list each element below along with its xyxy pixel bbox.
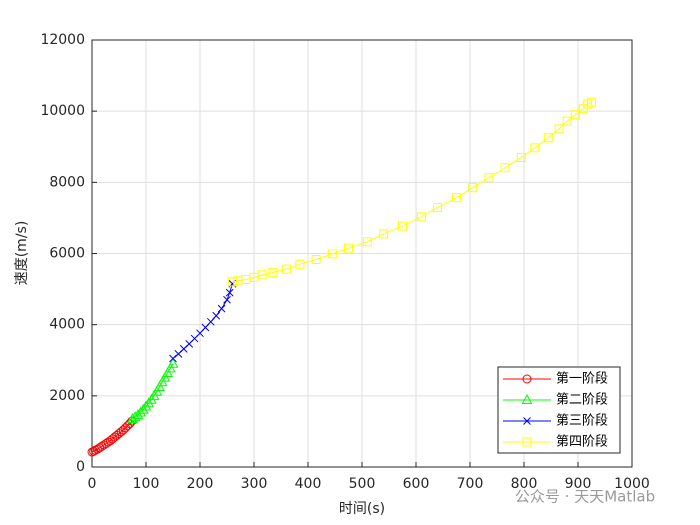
data-point: [362, 237, 372, 247]
data-point: [562, 116, 572, 126]
x-tick-label: 900: [565, 476, 592, 492]
x-tick-label: 400: [295, 476, 322, 492]
y-axis-label: 速度(m/s): [14, 221, 30, 286]
data-point: [268, 267, 278, 277]
plot-frame: [91, 39, 633, 468]
data-point: [311, 255, 321, 265]
y-tick-label: 6000: [49, 246, 85, 262]
data-point: [327, 249, 337, 259]
x-tick-label: 800: [511, 476, 538, 492]
data-point: [137, 403, 149, 414]
legend-marker: [522, 374, 532, 384]
x-tick-label: 0: [88, 476, 97, 492]
y-tick-label: 0: [76, 459, 85, 475]
y-tick-label: 10000: [40, 103, 85, 119]
x-tick-label: 1000: [614, 476, 650, 492]
y-tick-label: 12000: [40, 32, 85, 48]
data-point: [530, 143, 540, 153]
y-tick-label: 4000: [49, 317, 85, 333]
data-point: [468, 183, 478, 193]
data-point: [433, 203, 443, 213]
data-point: [90, 445, 100, 455]
data-point: [416, 212, 426, 222]
data-point: [344, 243, 353, 253]
data-point: [225, 288, 234, 297]
data-point: [587, 97, 596, 107]
data-point: [452, 193, 461, 203]
x-tick-label: 300: [241, 476, 268, 492]
watermark: 公众号 · 天天Matlab: [515, 488, 655, 506]
legend-label: 第四阶段: [556, 435, 608, 450]
data-point: [217, 304, 226, 313]
x-tick-label: 200: [187, 476, 214, 492]
data-point: [169, 354, 177, 363]
x-tick-label: 700: [457, 476, 484, 492]
data-point: [212, 311, 221, 320]
y-tick-label: 2000: [49, 388, 85, 404]
y-tick-label: 8000: [49, 174, 85, 190]
legend-label: 第二阶段: [556, 393, 608, 408]
data-point: [132, 408, 144, 420]
data-point: [143, 397, 155, 408]
legend-marker: [523, 417, 531, 425]
legend-label: 第一阶段: [556, 372, 608, 387]
data-point: [281, 264, 291, 274]
legend-box: [497, 366, 621, 454]
legend-label: 第三阶段: [556, 414, 608, 429]
series-line: [232, 101, 592, 283]
data-point: [554, 124, 564, 134]
data-point: [223, 295, 231, 304]
x-tick-label: 100: [133, 476, 160, 492]
data-point: [543, 133, 553, 143]
x-axis-label: 时间(s): [339, 501, 385, 517]
legend-marker: [521, 393, 533, 404]
data-point: [167, 357, 179, 368]
data-point: [379, 229, 389, 239]
data-point: [257, 270, 267, 280]
data-point: [295, 259, 305, 269]
data-point: [516, 152, 526, 162]
x-tick-label: 600: [403, 476, 430, 492]
data-point: [227, 277, 237, 287]
data-point: [140, 400, 152, 411]
x-tick-label: 500: [349, 476, 376, 492]
data-point: [500, 163, 510, 173]
data-point: [570, 110, 580, 120]
data-point: [135, 406, 146, 417]
legend-marker: [522, 437, 532, 447]
data-point: [398, 221, 407, 231]
data-point: [484, 173, 494, 183]
